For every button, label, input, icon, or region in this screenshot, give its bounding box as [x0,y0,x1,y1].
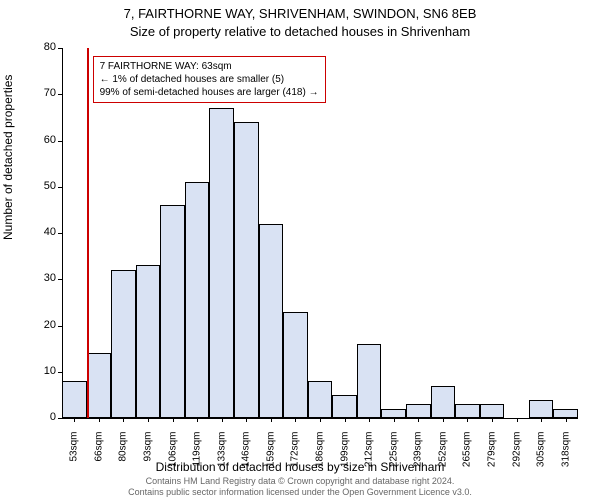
histogram-bar [136,265,161,418]
x-tick-mark [173,418,174,422]
x-tick-mark [246,418,247,422]
histogram-bar [332,395,357,418]
marker-line [87,48,89,418]
y-tick-mark [58,418,62,419]
footer-attribution: Contains HM Land Registry data © Crown c… [0,476,600,498]
x-tick-mark [394,418,395,422]
x-tick-mark [418,418,419,422]
x-tick-mark [467,418,468,422]
histogram-bar [553,409,578,418]
plot-area [62,48,578,418]
y-tick-label: 10 [16,365,56,377]
y-tick-label: 50 [16,180,56,192]
footer-line1: Contains HM Land Registry data © Crown c… [0,476,600,487]
y-tick-label: 20 [16,319,56,331]
x-tick-mark [566,418,567,422]
annotation-line1: 7 FAIRTHORNE WAY: 63sqm [100,60,319,73]
x-tick-mark [271,418,272,422]
annotation-line3: 99% of semi-detached houses are larger (… [100,86,319,99]
y-tick-label: 80 [16,41,56,53]
histogram-bar [111,270,136,418]
x-tick-mark [369,418,370,422]
histogram-bar [455,404,480,418]
histogram-bar [234,122,259,418]
histogram-bar [209,108,234,418]
histogram-bar [308,381,333,418]
annotation-box: 7 FAIRTHORNE WAY: 63sqm ← 1% of detached… [93,56,326,103]
footer-line2: Contains public sector information licen… [0,487,600,498]
histogram-bar [357,344,382,418]
x-tick-mark [74,418,75,422]
y-tick-label: 70 [16,87,56,99]
y-axis-label: Number of detached properties [1,75,15,240]
y-tick-label: 0 [16,411,56,423]
chart-title-line1: 7, FAIRTHORNE WAY, SHRIVENHAM, SWINDON, … [0,6,600,21]
chart-container: 7, FAIRTHORNE WAY, SHRIVENHAM, SWINDON, … [0,0,600,500]
x-tick-mark [443,418,444,422]
histogram-bar [185,182,210,418]
histogram-bar [529,400,554,419]
chart-title-line2: Size of property relative to detached ho… [0,24,600,39]
x-tick-mark [320,418,321,422]
histogram-bar [480,404,505,418]
x-tick-mark [295,418,296,422]
x-tick-mark [99,418,100,422]
y-tick-label: 40 [16,226,56,238]
histogram-bar [431,386,456,418]
y-tick-label: 60 [16,134,56,146]
histogram-bar [160,205,185,418]
x-tick-mark [123,418,124,422]
x-tick-mark [148,418,149,422]
x-tick-mark [222,418,223,422]
x-axis-label: Distribution of detached houses by size … [0,460,600,474]
x-tick-mark [197,418,198,422]
histogram-bar [87,353,112,418]
histogram-bar [62,381,87,418]
x-tick-mark [345,418,346,422]
histogram-bar [406,404,431,418]
annotation-line2: ← 1% of detached houses are smaller (5) [100,73,319,86]
histogram-bar [283,312,308,418]
histogram-bar [259,224,284,418]
x-tick-mark [517,418,518,422]
x-tick-mark [541,418,542,422]
histogram-bar [381,409,406,418]
y-tick-label: 30 [16,272,56,284]
histogram-bars [62,48,578,418]
x-tick-mark [492,418,493,422]
